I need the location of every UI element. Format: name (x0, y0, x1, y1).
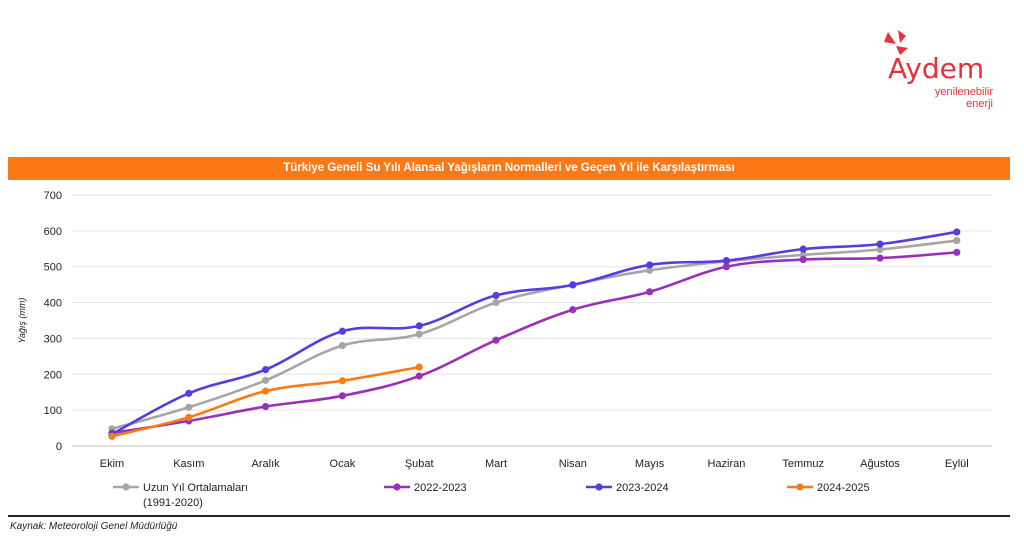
logo-tagline-line1: yenilenebilir (934, 86, 993, 98)
x-tick-label: Şubat (405, 458, 434, 470)
data-point (876, 245, 884, 254)
x-tick-label: Mayıs (635, 458, 665, 470)
data-point (108, 432, 116, 440)
data-point (262, 376, 270, 384)
data-point (185, 389, 193, 397)
data-point (415, 372, 423, 380)
data-point (492, 298, 500, 307)
logo-mark-icon (884, 30, 908, 55)
y-tick-label: 300 (44, 333, 62, 345)
series-line-3 (110, 230, 959, 436)
x-tick-label: Kasım (173, 458, 204, 470)
data-point (338, 342, 346, 350)
data-point (185, 403, 193, 411)
data-point (646, 288, 654, 296)
data-point (415, 363, 423, 371)
y-axis-label: Yağış (mm) (17, 298, 27, 344)
data-point (338, 377, 346, 385)
data-point (646, 261, 654, 269)
chart-title: Türkiye Geneli Su Yılı Alansal Yağışları… (8, 157, 1010, 180)
legend-swatch-marker (393, 483, 401, 491)
data-point (799, 245, 807, 253)
legend-label: Uzun Yıl Ortalamaları (143, 482, 248, 494)
x-tick-label: Aralık (252, 458, 281, 470)
y-tick-label: 0 (56, 441, 62, 453)
series-lines (108, 228, 961, 440)
legend-label-line2: (1991-2020) (143, 497, 203, 509)
gridlines (72, 194, 992, 447)
logo-brand-text: Aydem (888, 52, 985, 85)
data-point (262, 387, 270, 395)
data-point (492, 291, 500, 299)
footer-divider (8, 515, 1010, 517)
logo-tagline-line2: enerji (966, 98, 993, 110)
data-point (569, 306, 577, 314)
data-point (338, 392, 346, 400)
data-point (722, 257, 731, 265)
legend-label: 2023-2024 (616, 482, 669, 494)
data-point (338, 327, 346, 335)
legend: Uzun Yıl Ortalamaları (1991-2020) 2022-202… (113, 482, 870, 509)
y-tick-label: 200 (44, 369, 62, 381)
data-point (876, 240, 884, 248)
y-tick-label: 500 (44, 262, 62, 274)
legend-label: 2022-2023 (414, 482, 467, 494)
x-tick-label: Ekim (100, 458, 124, 470)
data-point (799, 255, 807, 264)
legend-swatch-marker (796, 483, 804, 491)
x-tick-label: Mart (485, 458, 507, 470)
data-point (569, 281, 577, 289)
data-point (492, 336, 500, 344)
x-tick-label: Eylül (945, 458, 969, 470)
y-tick-label: 100 (44, 405, 62, 417)
x-tick-label: Ağustos (860, 458, 900, 470)
series-line-2 (110, 251, 959, 435)
x-tick-label: Nisan (559, 458, 587, 470)
data-point (415, 330, 423, 338)
legend-swatch-marker (595, 483, 603, 491)
x-tick-label: Ocak (330, 458, 356, 470)
y-tick-label: 600 (44, 226, 62, 238)
x-tick-label: Temmuz (782, 458, 824, 470)
legend-label: 2024-2025 (817, 482, 870, 494)
data-point (876, 254, 884, 262)
data-point (262, 366, 270, 374)
x-tick-label: Haziran (707, 458, 745, 470)
data-point (185, 413, 193, 421)
y-tick-label: 400 (44, 298, 62, 310)
data-point (953, 228, 961, 236)
data-point (722, 263, 731, 271)
source-note: Kaynak: Meteoroloji Genel Müdürlüğü (10, 521, 178, 532)
data-point (262, 402, 270, 411)
data-point (953, 236, 961, 245)
data-point (646, 266, 654, 274)
legend-swatch-marker (122, 483, 130, 491)
data-point (953, 248, 961, 256)
y-tick-label: 700 (44, 190, 62, 202)
axes: 0 100 200 300 400 500 600 700 Yağış (mm) Ekim Kası… (17, 190, 969, 470)
aydem-logo: Aydem yenilenebilir enerji (876, 28, 1001, 110)
data-point (415, 322, 423, 330)
